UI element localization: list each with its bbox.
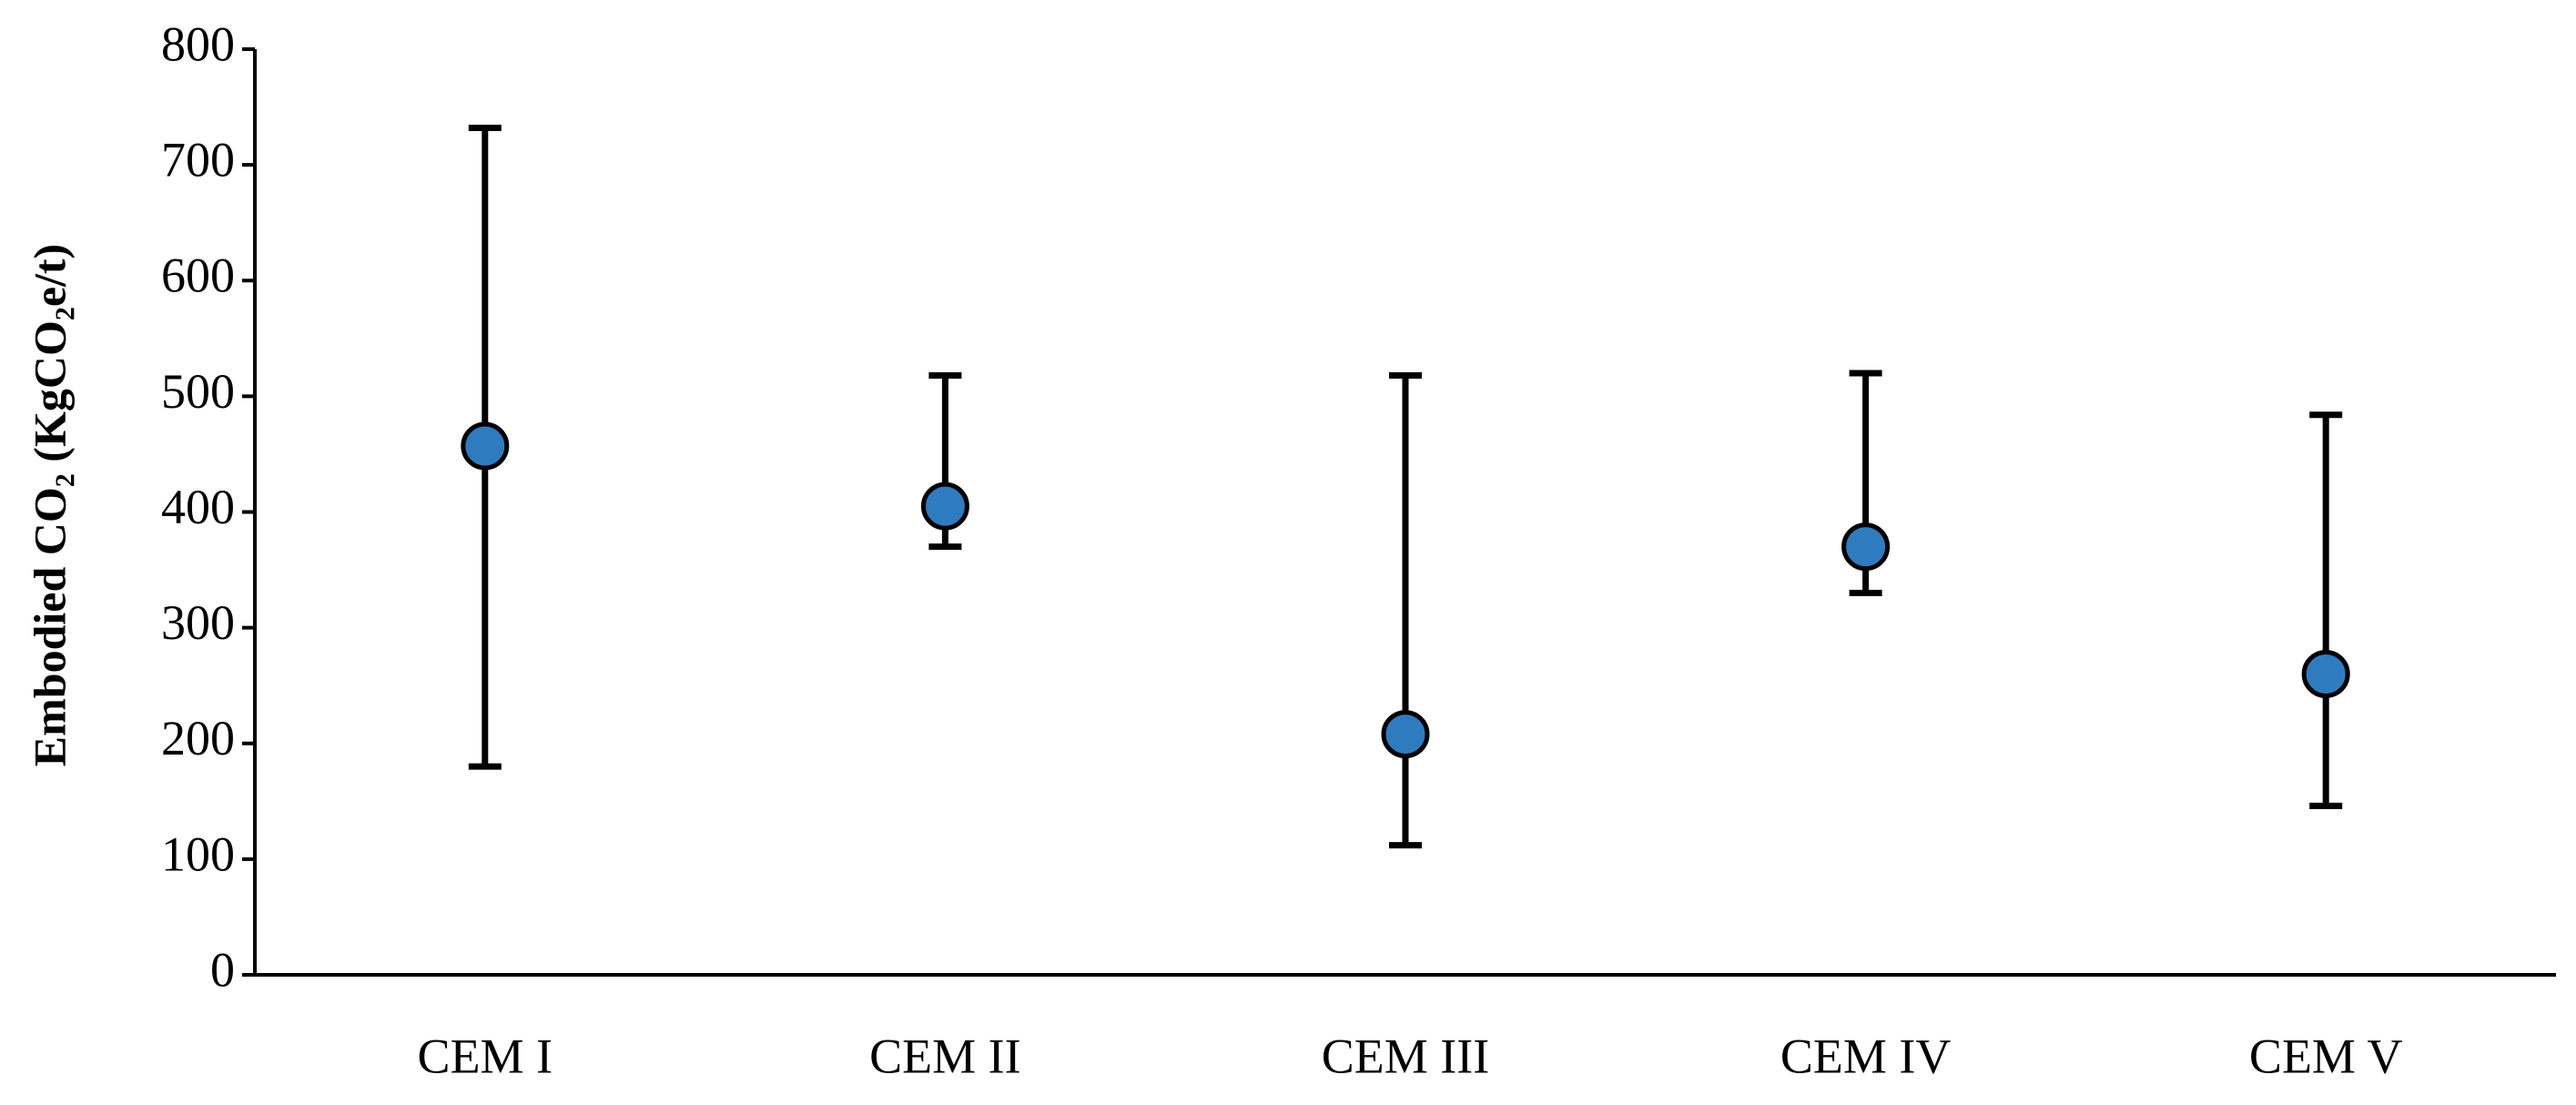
dot — [920, 482, 969, 531]
y-tick-label: 800 — [161, 16, 235, 71]
dot — [2301, 649, 2350, 698]
y-tick-label: 0 — [210, 942, 235, 997]
y-tick-label: 200 — [161, 711, 235, 765]
y-tick-label: 600 — [161, 248, 235, 303]
y-tick-label: 300 — [161, 595, 235, 650]
x-tick-label: CEM V — [2249, 1029, 2403, 1083]
dot — [1381, 710, 1430, 759]
x-tick-label: CEM I — [418, 1029, 553, 1083]
dot — [1841, 522, 1891, 572]
y-tick-label: 500 — [161, 364, 235, 419]
dot — [461, 421, 510, 471]
y-tick-label: 100 — [161, 826, 235, 881]
x-tick-label: CEM III — [1322, 1029, 1489, 1083]
y-tick-label: 700 — [161, 133, 235, 188]
y-axis-label: Embodied CO₂ (KgCO₂e/t) — [24, 244, 75, 766]
x-tick-label: CEM IV — [1780, 1029, 1952, 1083]
x-tick-label: CEM II — [869, 1029, 1020, 1083]
y-tick-label: 400 — [161, 480, 235, 534]
